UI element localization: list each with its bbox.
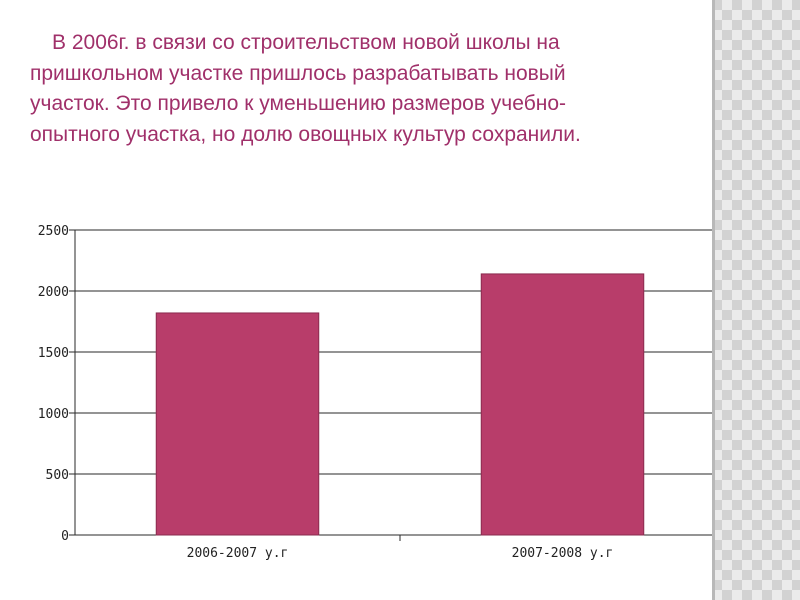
y-tick-label: 2000 (38, 285, 69, 300)
y-tick-label: 1000 (38, 407, 69, 422)
y-tick-label: 0 (61, 529, 69, 544)
side-panel-edge (712, 0, 715, 600)
y-tick-label: 1500 (38, 346, 69, 361)
decorative-side-panel (712, 0, 800, 600)
x-tick-label: 2007-2008 у.г (512, 546, 614, 561)
slide-paragraph: В 2006г. в связи со строительством новой… (30, 31, 581, 146)
bar (155, 312, 320, 536)
y-tick-label: 2500 (38, 224, 69, 239)
bar-chart: 0 500 1000 1500 2000 2500 2006-2007 у.г 2007-20… (0, 215, 740, 575)
bar (480, 273, 645, 536)
y-tick-label: 500 (46, 468, 69, 483)
x-tick-label: 2006-2007 у.г (187, 546, 289, 561)
bar-chart-svg: 0 500 1000 1500 2000 2500 2006-2007 у.г 2007-20… (38, 224, 726, 561)
